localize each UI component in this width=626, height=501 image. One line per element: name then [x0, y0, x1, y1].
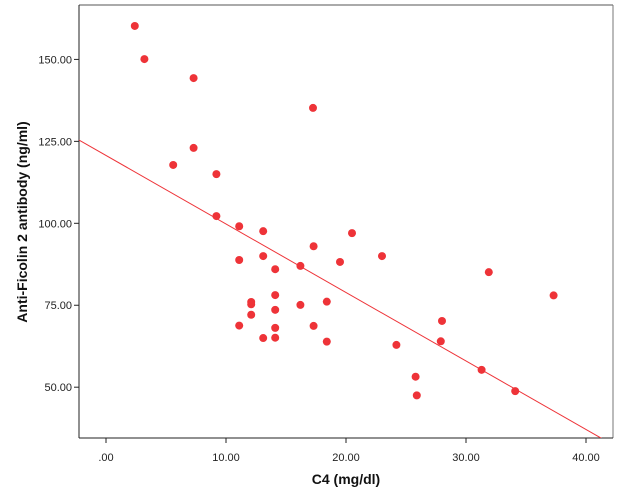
data-point [212, 170, 221, 179]
data-point [169, 160, 178, 169]
data-point [259, 227, 268, 236]
data-point [271, 305, 280, 314]
data-point [259, 252, 268, 261]
data-point [477, 365, 486, 374]
y-tick-label: 150.00 [38, 54, 72, 66]
data-point [271, 333, 280, 342]
data-point [309, 103, 317, 112]
data-point [322, 337, 331, 346]
data-point [436, 337, 445, 346]
y-tick-label: 100.00 [38, 218, 72, 230]
data-point [392, 340, 401, 349]
data-point [412, 391, 421, 400]
x-tick-label: 20.00 [332, 452, 360, 464]
data-point [212, 212, 221, 221]
y-axis-title: Anti-Ficolin 2 antibody (ng/ml) [14, 121, 30, 322]
data-point [189, 143, 198, 152]
data-point [140, 55, 149, 64]
x-tick-label: .00 [98, 452, 113, 464]
data-point [549, 291, 558, 300]
data-point [259, 334, 268, 343]
data-point [511, 387, 520, 396]
data-point [247, 310, 256, 319]
data-point [130, 21, 139, 30]
data-point [189, 74, 198, 83]
data-point [235, 256, 244, 265]
data-point [271, 323, 280, 332]
data-point [309, 321, 318, 330]
data-point [309, 242, 318, 251]
data-point [247, 300, 256, 309]
data-point [348, 229, 356, 238]
x-tick-label: 40.00 [572, 452, 600, 464]
data-point [235, 222, 244, 231]
data-point [296, 300, 305, 309]
y-tick-label: 125.00 [38, 136, 72, 148]
data-point [378, 252, 386, 261]
y-tick-label: 75.00 [44, 300, 72, 312]
data-point [296, 261, 305, 270]
data-point [438, 316, 446, 325]
data-point [336, 257, 344, 266]
data-point [484, 268, 493, 277]
data-point [271, 291, 280, 300]
data-point [235, 321, 244, 330]
data-point [322, 297, 331, 306]
x-tick-label: 10.00 [212, 452, 240, 464]
y-tick-label: 50.00 [44, 382, 72, 394]
data-point [411, 372, 420, 381]
x-tick-label: 30.00 [452, 452, 480, 464]
plot-area [79, 5, 613, 438]
data-point [271, 265, 280, 274]
regression-line [79, 139, 602, 438]
x-axis-title: C4 (mg/dl) [312, 471, 380, 487]
